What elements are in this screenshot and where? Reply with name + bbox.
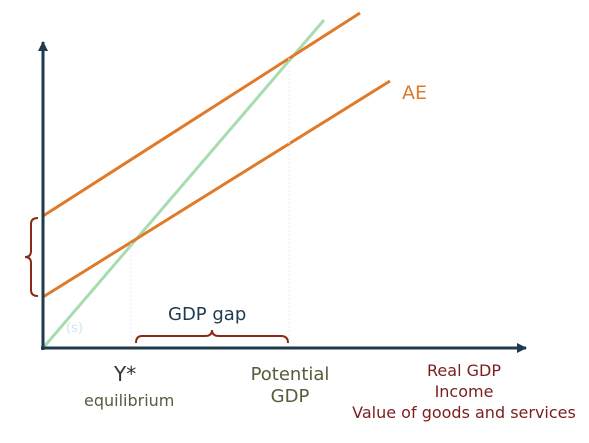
equilibrium-label: equilibrium [84, 391, 175, 410]
x-axis-label-line2: Income [434, 382, 494, 401]
potential-gdp-label: Potential GDP [249, 364, 331, 408]
ae-label: AE [402, 82, 428, 104]
faint-s-label: (s) [66, 321, 83, 336]
45-degree-line [41, 19, 326, 349]
y-star-label: Y* [114, 362, 137, 386]
x-axis-label-line3: Value of goods and services [352, 403, 576, 422]
ae-line-upper [42, 11, 361, 218]
ae-line-lower [42, 79, 391, 299]
x-axis-label: Real GDP Income Value of goods and servi… [346, 360, 582, 423]
potential-label-line2: GDP [270, 386, 310, 407]
ae-shift-brace [24, 217, 39, 297]
gdp-gap-brace [135, 329, 289, 344]
x-axis-label-line1: Real GDP [427, 361, 501, 380]
gdp-gap-label: GDP gap [168, 304, 247, 325]
potential-label-line1: Potential [250, 364, 330, 385]
